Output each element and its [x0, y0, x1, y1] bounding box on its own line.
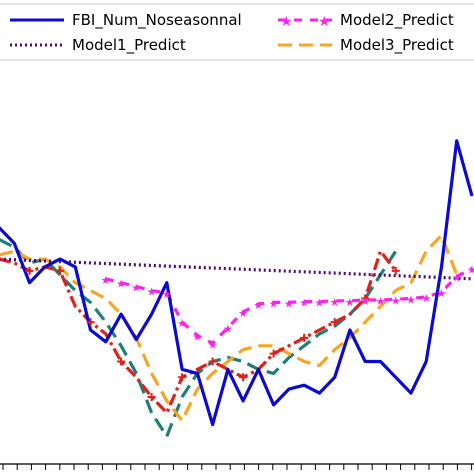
model2-star-marker: ★: [208, 339, 218, 351]
series-line-model3-predict: [0, 233, 459, 423]
legend-marker-model2-predict-2: ★: [318, 15, 331, 30]
model2-star-marker: ★: [284, 298, 294, 310]
red-plus-marker: [25, 266, 34, 275]
red-plus-marker: [330, 318, 339, 327]
model2-star-marker: ★: [421, 293, 431, 305]
red-plus-marker: [239, 373, 248, 382]
legend-label-model1-predict: Model1_Predict: [72, 36, 186, 55]
model2-star-marker: ★: [467, 265, 474, 277]
model2-star-marker: ★: [330, 297, 340, 309]
series-line-fbi-num-noseasonnal: [0, 139, 474, 427]
series-line-model2-predict: [105, 267, 473, 345]
model2-star-marker: ★: [269, 298, 279, 310]
model2-star-marker: ★: [360, 296, 370, 308]
series-line-unlabeled-5: [0, 249, 397, 415]
red-plus-marker: [269, 349, 278, 358]
red-plus-marker: [300, 333, 309, 342]
red-plus-marker: [391, 266, 400, 275]
series-layer: [0, 139, 474, 438]
legend: FBI_Num_Noseasonnal ★ ★ Model2_Predict M…: [0, 3, 474, 61]
legend-box: [0, 3, 474, 61]
model2-star-marker: ★: [376, 296, 386, 308]
red-plus-marker: [178, 373, 187, 382]
legend-label-fbi-num-noseasonnal: FBI_Num_Noseasonnal: [72, 11, 242, 30]
model2-star-marker: ★: [162, 289, 172, 301]
model2-star-marker: ★: [253, 300, 263, 312]
x-axis: [0, 463, 474, 470]
legend-marker-model2-predict: ★: [280, 15, 293, 30]
model2-star-marker: ★: [452, 272, 462, 284]
model2-star-marker: ★: [192, 332, 202, 344]
model2-star-marker: ★: [437, 288, 447, 300]
model2-star-marker: ★: [299, 298, 309, 310]
model2-star-marker: ★: [223, 324, 233, 336]
model2-star-marker: ★: [314, 298, 324, 310]
model2-star-marker: ★: [391, 295, 401, 307]
model2-star-marker: ★: [101, 275, 111, 287]
red-plus-marker: [56, 266, 65, 275]
model2-star-marker: ★: [116, 279, 126, 291]
legend-label-model2-predict: Model2_Predict: [340, 11, 454, 30]
series-line-model1-predict: [0, 257, 473, 281]
red-plus-marker: [208, 357, 217, 366]
marker-layer: ★ ★ ★ ★ ★ ★ ★ ★ ★ ★ ★ ★ ★ ★ ★ ★ ★ ★ ★ ★ ★ ★ ★ ★ ★: [0, 255, 474, 401]
red-plus-marker: [0, 255, 3, 264]
model2-star-marker: ★: [345, 297, 355, 309]
legend-label-model3-predict: Model3_Predict: [340, 36, 454, 55]
red-plus-marker: [86, 318, 95, 327]
red-plus-marker: [117, 357, 126, 366]
model2-star-marker: ★: [177, 318, 187, 330]
model2-star-marker: ★: [406, 295, 416, 307]
model2-star-marker: ★: [238, 308, 248, 320]
red-plus-marker: [361, 294, 370, 303]
model2-star-marker: ★: [147, 287, 157, 299]
model2-star-marker: ★: [131, 283, 141, 295]
red-plus-marker: [147, 393, 156, 401]
